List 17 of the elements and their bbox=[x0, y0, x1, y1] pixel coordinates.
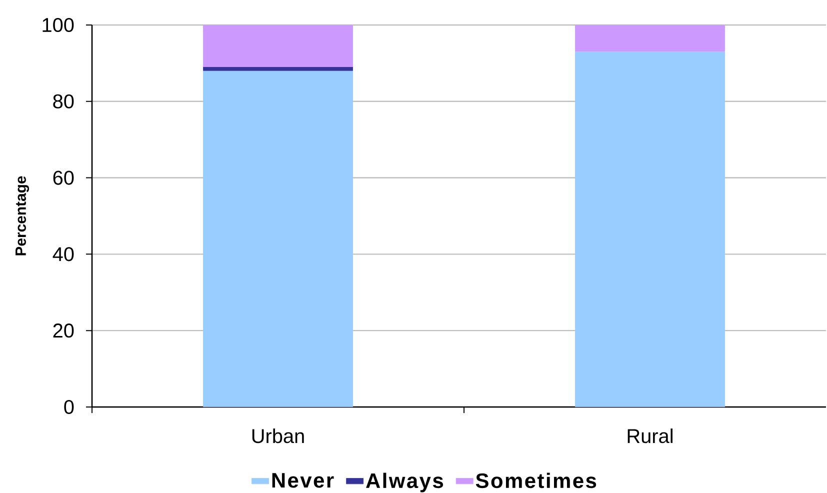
bar bbox=[575, 24, 725, 52]
y-tick-label: 40 bbox=[52, 247, 74, 262]
x-tick-label: Urban bbox=[252, 428, 304, 444]
x-tick-label: Rural bbox=[628, 428, 672, 444]
y-tick-label: 60 bbox=[53, 170, 74, 185]
y-axis-title: Percentage bbox=[16, 176, 30, 256]
legend-label: Always bbox=[366, 472, 444, 492]
legend-label: Never bbox=[272, 473, 334, 488]
y-tick-label: 100 bbox=[42, 18, 74, 32]
y-tick-label: 0 bbox=[64, 400, 74, 414]
bar bbox=[203, 70, 353, 407]
y-tick-label: 20 bbox=[53, 324, 74, 338]
y-tick-label: 80 bbox=[53, 94, 74, 108]
legend-label: Sometimes bbox=[476, 472, 596, 488]
bar bbox=[203, 67, 353, 71]
bar bbox=[203, 24, 353, 68]
bar bbox=[575, 52, 725, 407]
